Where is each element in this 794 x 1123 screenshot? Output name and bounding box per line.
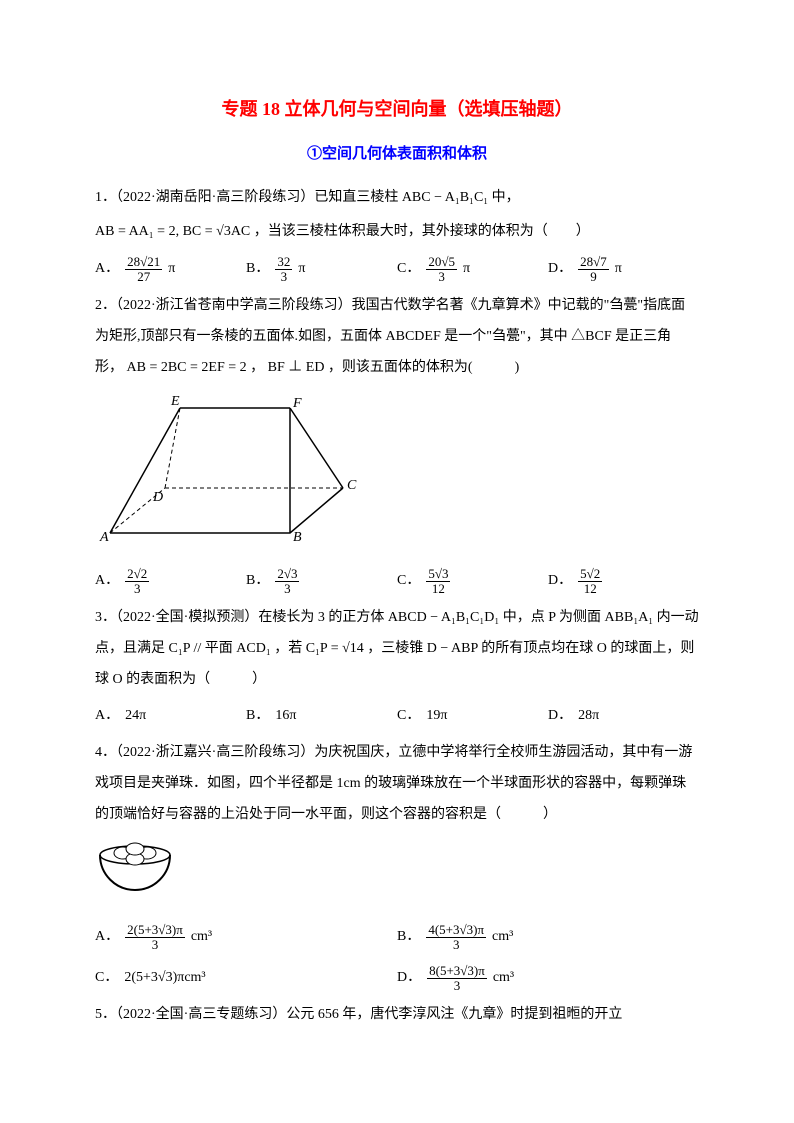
svg-text:A: A: [99, 530, 109, 543]
problem-2: 2．（2022·浙江省苍南中学高三阶段练习）我国古代数学名著《九章算术》中记载的…: [95, 291, 699, 383]
option-c: C．5√312: [397, 566, 548, 597]
option-a: A．24π: [95, 701, 246, 732]
problem-text: 3．（2022·全国·模拟预测）在棱长为 3 的正方体 ABCD − A₁B₁C…: [95, 610, 699, 687]
prism-diagram: A B C D E F: [95, 393, 699, 556]
problem-1-options: A．28√2127π B．323π C．20√53π D．28√79π: [95, 254, 699, 285]
option-b: B．323π: [246, 254, 397, 285]
bowl-diagram: [95, 841, 699, 909]
option-d: D．28π: [548, 701, 699, 732]
option-c: C．19π: [397, 701, 548, 732]
svg-text:C: C: [347, 478, 357, 493]
option-d: D．28√79π: [548, 254, 699, 285]
problem-4: 4．（2022·浙江嘉兴·高三阶段练习）为庆祝国庆，立德中学将举行全校师生游园活…: [95, 738, 699, 830]
svg-text:B: B: [293, 530, 302, 543]
problem-text: AB = AA₁ = 2, BC = √3AC ，当该三棱柱体积最大时，其外接球…: [95, 224, 590, 239]
problem-3: 3．（2022·全国·模拟预测）在棱长为 3 的正方体 ABCD − A₁B₁C…: [95, 603, 699, 695]
problem-3-options: A．24π B．16π C．19π D．28π: [95, 701, 699, 732]
option-c: C．2(5+3√3)πcm³: [95, 963, 397, 994]
main-title: 专题 18 立体几何与空间向量（选填压轴题）: [95, 90, 699, 130]
problem-1-line2: AB = AA₁ = 2, BC = √3AC ，当该三棱柱体积最大时，其外接球…: [95, 217, 699, 248]
option-b: B．4(5+3√3)π3cm³: [397, 922, 699, 953]
problem-2-options: A．2√23 B．2√33 C．5√312 D．5√212: [95, 566, 699, 597]
section-title: ①空间几何体表面积和体积: [95, 138, 699, 171]
problem-4-options-row2: C．2(5+3√3)πcm³ D．8(5+3√3)π3cm³: [95, 963, 699, 994]
option-c: C．20√53π: [397, 254, 548, 285]
svg-text:D: D: [152, 490, 163, 505]
svg-text:E: E: [170, 394, 180, 409]
option-a: A．2√23: [95, 566, 246, 597]
problem-text: 1．（2022·湖南岳阳·高三阶段练习）已知直三棱柱 ABC − A₁B₁C₁ …: [95, 190, 520, 205]
problem-text: 5．（2022·全国·高三专题练习）公元 656 年，唐代李淳风注《九章》时提到…: [95, 1007, 622, 1022]
problem-text: 2．（2022·浙江省苍南中学高三阶段练习）我国古代数学名著《九章算术》中记载的…: [95, 298, 685, 375]
option-d: D．5√212: [548, 566, 699, 597]
problem-4-options-row1: A．2(5+3√3)π3cm³ B．4(5+3√3)π3cm³: [95, 922, 699, 953]
problem-1: 1．（2022·湖南岳阳·高三阶段练习）已知直三棱柱 ABC − A₁B₁C₁ …: [95, 183, 699, 214]
option-a: A．2(5+3√3)π3cm³: [95, 922, 397, 953]
option-b: B．16π: [246, 701, 397, 732]
problem-5: 5．（2022·全国·高三专题练习）公元 656 年，唐代李淳风注《九章》时提到…: [95, 1000, 699, 1031]
option-b: B．2√33: [246, 566, 397, 597]
option-a: A．28√2127π: [95, 254, 246, 285]
option-d: D．8(5+3√3)π3cm³: [397, 963, 699, 994]
svg-text:F: F: [292, 396, 302, 411]
problem-text: 4．（2022·浙江嘉兴·高三阶段练习）为庆祝国庆，立德中学将举行全校师生游园活…: [95, 745, 692, 822]
